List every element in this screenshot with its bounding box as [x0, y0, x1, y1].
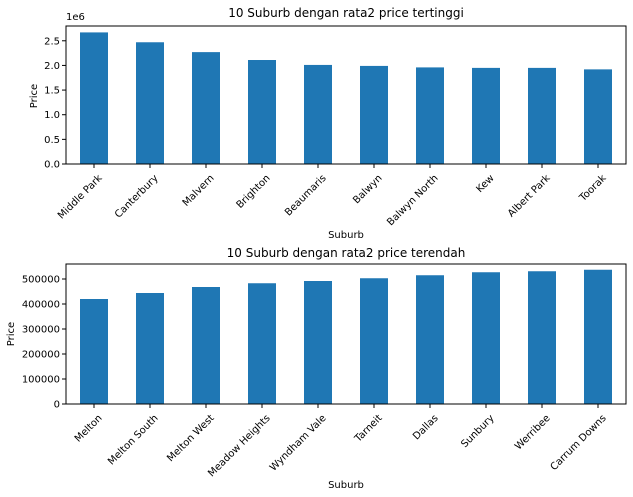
- x-tick-label: Beaumaris: [283, 173, 329, 219]
- y-tick-label: 400000: [22, 300, 60, 311]
- y-tick-label: 2.0: [44, 61, 60, 72]
- top-x-ticks: Middle Park Canterbury Malvern Brighton Beau…: [56, 164, 609, 228]
- x-tick-label: Canterbury: [113, 173, 161, 221]
- bar-sunbury: [472, 272, 500, 404]
- bar-balwyn: [360, 65, 388, 164]
- bar-brighton: [248, 60, 276, 164]
- x-tick-label: Brighton: [235, 173, 273, 211]
- bottom-y-ticks: 0 100000 200000 300000 400000 500000: [22, 275, 66, 411]
- x-tick-label: Albert Park: [506, 173, 553, 220]
- y-tick-label: 0: [54, 400, 60, 411]
- y-tick-label: 100000: [22, 375, 60, 386]
- bar-albert-park: [528, 67, 556, 164]
- top-bars: [80, 32, 612, 165]
- bar-middle-park: [80, 32, 108, 165]
- bar-kew: [472, 67, 500, 164]
- bar-carrum-downs: [584, 269, 612, 404]
- bar-malvern: [192, 52, 220, 164]
- y-tick-label: 300000: [22, 325, 60, 336]
- y-tick-label: 0.5: [44, 135, 60, 146]
- x-tick-label: Wyndham Vale: [268, 413, 329, 474]
- x-tick-label: Balwyn: [351, 173, 384, 206]
- x-tick-label: Tarneit: [352, 413, 384, 445]
- top-plot-frame: [65, 25, 627, 165]
- bottom-plot-frame: [65, 263, 627, 405]
- top-y-ticks: 0.0 0.5 1.0 1.5 2.0 2.5: [44, 36, 66, 171]
- y-tick-label: 500000: [22, 275, 60, 286]
- bar-dallas: [416, 275, 444, 404]
- bar-canterbury: [136, 42, 164, 165]
- bar-toorak: [584, 69, 612, 164]
- y-tick-label: 1.0: [44, 110, 60, 121]
- x-tick-label: Dallas: [411, 413, 441, 443]
- top-x-axis-label: Suburb: [328, 230, 364, 241]
- bottom-bars: [80, 269, 612, 404]
- bar-melton-west: [192, 287, 220, 404]
- bar-wyndham-vale: [304, 281, 332, 404]
- bar-melton-south: [136, 293, 164, 404]
- x-tick-label: Toorak: [577, 173, 609, 205]
- y-tick-label: 1.5: [44, 86, 60, 97]
- x-tick-label: Meadow Heights: [206, 413, 272, 479]
- bottom-x-axis-label: Suburb: [328, 480, 364, 491]
- bottom-bar-chart: 10 Suburb dengan rata2 price terendah Pr…: [6, 246, 627, 491]
- x-tick-label: Melton South: [106, 413, 161, 468]
- bar-beaumaris: [304, 64, 332, 164]
- bar-meadow-heights: [248, 283, 276, 404]
- bottom-chart-title: 10 Suburb dengan rata2 price terendah: [227, 246, 466, 260]
- bottom-y-axis-label: Price: [6, 322, 17, 346]
- x-tick-label: Melton West: [165, 413, 216, 464]
- x-tick-label: Carrum Downs: [549, 413, 609, 473]
- top-chart-title: 10 Suburb dengan rata2 price tertinggi: [228, 6, 464, 20]
- bar-balwyn-north: [416, 67, 444, 164]
- x-tick-label: Kew: [474, 173, 496, 195]
- x-tick-label: Middle Park: [56, 173, 105, 222]
- x-tick-label: Sunbury: [459, 413, 496, 450]
- bar-melton: [80, 299, 108, 404]
- x-tick-label: Melton: [73, 413, 105, 445]
- top-y-axis-label: Price: [29, 84, 40, 108]
- top-bar-chart: 10 Suburb dengan rata2 price tertinggi 1…: [29, 6, 627, 241]
- x-tick-label: Werribee: [513, 413, 553, 453]
- y-tick-label: 0.0: [44, 160, 60, 171]
- bar-werribee: [528, 271, 556, 404]
- y-tick-label: 200000: [22, 350, 60, 361]
- top-y-offset-label: 1e6: [66, 12, 85, 23]
- y-tick-label: 2.5: [44, 36, 60, 47]
- x-tick-label: Malvern: [181, 173, 217, 209]
- bar-tarneit: [360, 278, 388, 404]
- x-tick-label: Balwyn North: [385, 173, 440, 228]
